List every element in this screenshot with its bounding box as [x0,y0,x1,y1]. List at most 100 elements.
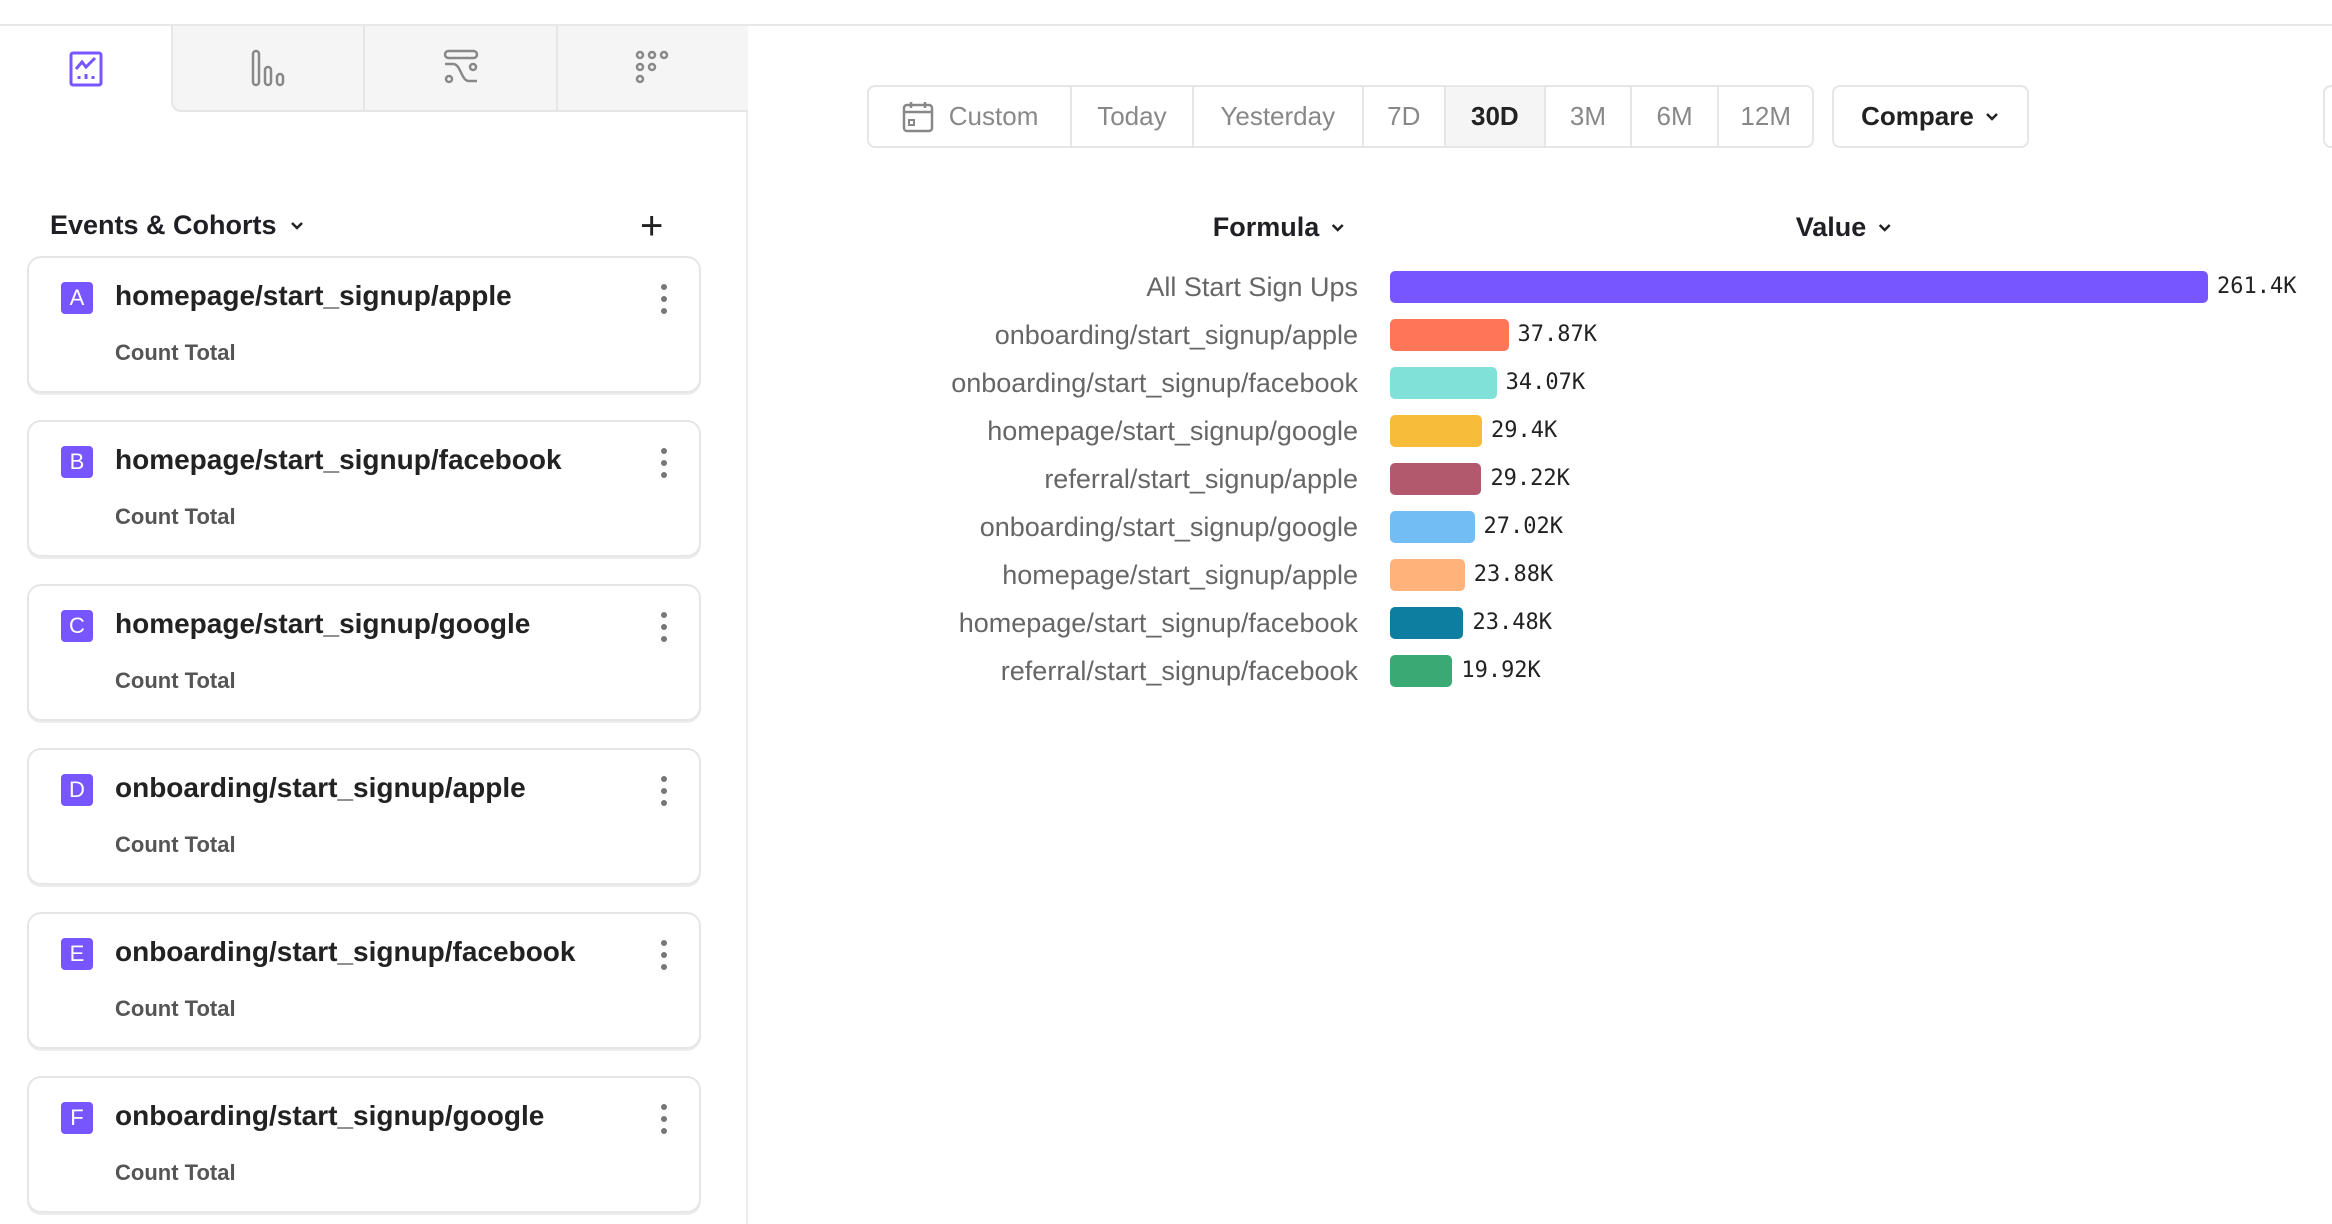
more-options-icon[interactable] [659,612,669,642]
bar[interactable] [1390,319,1509,351]
data-label: 261.4K [2217,274,2297,299]
range-label: Yesterday [1220,101,1336,131]
category-label: homepage/start_signup/facebook [958,608,1358,638]
chevron-down-icon [1878,223,1891,232]
category-label: homepage/start_signup/google [987,416,1358,446]
more-options-icon[interactable] [659,448,669,478]
range-6m[interactable]: 6M [1632,87,1720,146]
category-label: referral/start_signup/apple [1044,464,1358,494]
event-measure[interactable]: Count Total [115,668,236,693]
tab-insights[interactable] [0,26,171,112]
top-divider [0,24,2332,26]
line-chart-icon [69,51,102,87]
event-name: onboarding/start_signup/google [115,1100,545,1131]
data-label: 19.92K [1461,658,1541,683]
bar-chart-icon [251,49,285,87]
plus-icon: + [640,204,664,248]
range-30d[interactable]: 30D [1445,87,1547,146]
date-range-selector: Custom Today Yesterday 7D 30D 3M 6M 12M [867,85,1814,148]
event-name: homepage/start_signup/facebook [115,444,562,475]
value-header-label: Value [1795,212,1867,242]
event-card[interactable]: D onboarding/start_signup/apple Count To… [27,748,701,885]
bar[interactable] [1390,367,1497,399]
tab-funnels[interactable] [171,26,363,112]
event-card[interactable]: A homepage/start_signup/apple Count Tota… [27,256,701,393]
event-card[interactable]: F onboarding/start_signup/google Count T… [27,1076,701,1213]
chevron-down-icon [1985,112,1998,121]
more-options-icon[interactable] [659,940,669,970]
data-label: 29.4K [1491,418,1558,443]
category-label: onboarding/start_signup/facebook [951,368,1358,398]
event-measure[interactable]: Count Total [115,1160,236,1185]
event-name: homepage/start_signup/google [115,608,531,639]
bar[interactable] [1390,655,1453,687]
bar[interactable] [1390,415,1482,447]
range-label: 7D [1387,101,1421,131]
range-12m[interactable]: 12M [1719,87,1812,146]
event-letter-badge: A [61,282,93,314]
add-event-button[interactable]: + [640,206,663,246]
compare-button[interactable]: Compare [1832,85,2029,148]
range-custom[interactable]: Custom [869,87,1073,146]
value-column-header[interactable]: Value [1796,212,1893,243]
formula-column-header[interactable]: Formula [1213,212,1346,243]
event-card[interactable]: C homepage/start_signup/google Count Tot… [27,584,701,721]
range-label: 30D [1471,101,1519,131]
flows-icon [443,49,478,84]
data-label: 34.07K [1505,370,1586,395]
more-options-icon[interactable] [659,776,669,806]
range-label: 3M [1569,101,1607,131]
range-label: 12M [1740,101,1791,131]
category-label: homepage/start_signup/apple [1002,560,1358,590]
category-label: onboarding/start_signup/apple [994,320,1358,350]
event-measure[interactable]: Count Total [115,504,236,529]
offscreen-button[interactable] [2323,85,2332,148]
more-options-icon[interactable] [659,284,669,314]
event-letter-badge: B [61,446,93,478]
range-today[interactable]: Today [1072,87,1194,146]
chevron-down-icon [290,221,303,230]
bar[interactable] [1390,607,1464,639]
range-label: Custom [948,101,1039,131]
event-measure[interactable]: Count Total [115,340,236,365]
dots-grid-icon [635,50,669,84]
category-label: All Start Sign Ups [1146,272,1358,302]
event-measure[interactable]: Count Total [115,832,236,857]
category-label: referral/start_signup/facebook [1000,656,1358,686]
compare-label: Compare [1861,101,1974,131]
data-label: 23.48K [1472,610,1552,635]
more-options-icon[interactable] [659,1104,669,1134]
tab-retention[interactable] [556,26,748,112]
bar[interactable] [1390,271,2208,303]
bar[interactable] [1390,511,1475,543]
formula-header-label: Formula [1212,212,1320,242]
range-label: Today [1097,101,1167,131]
event-letter-badge: F [61,1102,93,1134]
event-letter-badge: E [61,938,93,970]
range-label: 6M [1656,101,1693,131]
data-label: 23.88K [1473,562,1554,587]
events-cohorts-dropdown[interactable]: Events & Cohorts [50,210,305,241]
section-title: Events & Cohorts [50,210,277,240]
event-name: homepage/start_signup/apple [115,280,512,311]
event-name: onboarding/start_signup/apple [115,772,526,803]
event-card[interactable]: E onboarding/start_signup/facebook Count… [27,912,701,1049]
event-measure[interactable]: Count Total [115,996,236,1021]
query-builder-panel: Events & Cohorts + A homepage/start_sign… [0,26,748,1224]
data-label: 29.22K [1490,466,1570,491]
range-7d[interactable]: 7D [1364,87,1446,146]
event-name: onboarding/start_signup/facebook [115,936,576,967]
bar[interactable] [1390,463,1482,495]
event-card[interactable]: B homepage/start_signup/facebook Count T… [27,420,701,557]
data-label: 27.02K [1483,514,1564,539]
data-label: 37.87K [1517,322,1597,347]
category-label: onboarding/start_signup/google [979,512,1358,542]
calendar-icon [902,101,934,132]
event-letter-badge: C [61,610,93,642]
range-yesterday[interactable]: Yesterday [1194,87,1364,146]
event-letter-badge: D [61,774,93,806]
tab-flows[interactable] [363,26,556,112]
chevron-down-icon [1331,223,1344,232]
bar[interactable] [1390,559,1465,591]
range-3m[interactable]: 3M [1546,87,1632,146]
